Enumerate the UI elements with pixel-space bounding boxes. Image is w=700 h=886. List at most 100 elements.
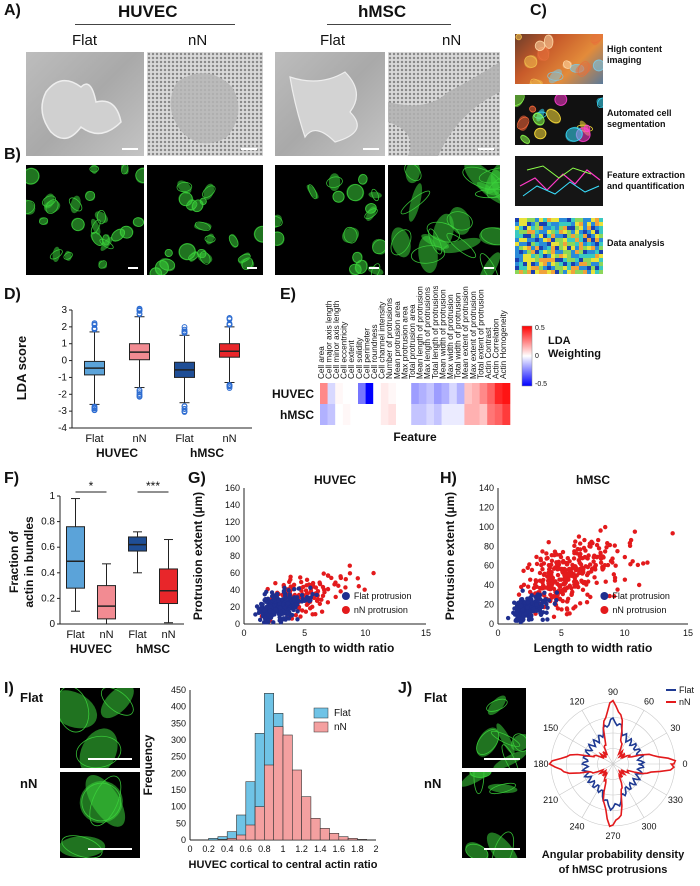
data-point [560, 549, 566, 555]
heat-cell [591, 218, 595, 222]
heat-cell [342, 383, 351, 404]
sem-image-huvec-nn [147, 52, 263, 156]
heat-cell [527, 234, 531, 238]
heat-cell [547, 262, 551, 266]
data-point [575, 567, 581, 572]
heat-cell [523, 266, 527, 270]
data-point [286, 616, 292, 621]
cell-blob [342, 227, 359, 243]
heat-cell [559, 226, 563, 230]
heat-cell [531, 222, 535, 226]
legend-label: Flat protrusion [612, 591, 670, 601]
heat-cell [559, 270, 563, 274]
heat-cell [579, 226, 583, 230]
heat-cell [547, 242, 551, 246]
cell-blob [534, 40, 546, 52]
legend-marker [600, 592, 609, 600]
data-point [304, 577, 310, 583]
feature-label: Actin Contrast [484, 327, 493, 379]
heat-cell [575, 234, 579, 238]
cell-outline [159, 258, 176, 271]
data-point [585, 564, 591, 570]
heat-cell [591, 226, 595, 230]
cell-outline [530, 78, 543, 84]
heat-cell [591, 246, 595, 250]
heat-cell [519, 270, 523, 274]
cell-blob [159, 258, 176, 272]
data-point [292, 586, 297, 592]
heat-cell [583, 270, 587, 274]
data-point [551, 614, 557, 619]
heat-cell [559, 258, 563, 262]
heat-cell [571, 230, 575, 234]
cell-blob [368, 191, 382, 199]
heat-cell [555, 250, 559, 254]
colorbar-tick-label: 0 [535, 353, 539, 360]
heat-cell [547, 246, 551, 250]
heat-cell [547, 234, 551, 238]
heat-cell [547, 238, 551, 242]
step-line: High content [607, 44, 662, 54]
data-point [546, 539, 551, 545]
heat-cell [547, 218, 551, 222]
x-tick-label: 10 [360, 628, 370, 638]
y-tick-label: -3 [58, 406, 67, 417]
feature-label: Actin Correlation [492, 318, 501, 379]
cell-outline [546, 109, 561, 124]
heat-cell [358, 404, 366, 425]
data-point [576, 534, 582, 539]
y-tick-label: 0 [61, 356, 67, 367]
box [219, 343, 240, 358]
x-axis-label: Feature [393, 430, 437, 444]
sem-image-hmsc-nn [388, 52, 500, 156]
y-axis-label: Fraction of [7, 530, 21, 593]
cell-blob [548, 69, 562, 84]
y-tick-label: 80 [230, 551, 240, 561]
heat-cell [523, 234, 527, 238]
label-i-flat: Flat [20, 690, 44, 705]
x-tick-label: 0.2 [202, 844, 215, 854]
data-point [604, 545, 609, 550]
heat-cell [531, 266, 535, 270]
data-point [564, 560, 569, 566]
heat-cell [527, 242, 531, 246]
data-point [347, 563, 352, 568]
outlier [226, 321, 233, 328]
heat-cell [583, 250, 587, 254]
heat-cell [539, 262, 543, 266]
heat-cell [575, 270, 579, 274]
heat-cell [403, 404, 412, 425]
heat-cell [579, 242, 583, 246]
heat-cell [559, 238, 563, 242]
data-point [308, 585, 313, 590]
heat-cell [543, 254, 547, 258]
heat-cell [583, 218, 587, 222]
data-point [537, 578, 543, 583]
heat-cell [543, 266, 547, 270]
x-tick-label: 1.6 [333, 844, 346, 854]
heat-cell [551, 270, 555, 274]
heat-cell [434, 404, 442, 425]
heat-cell [579, 266, 583, 270]
heat-cell [519, 242, 523, 246]
histogram-bar [217, 839, 228, 841]
data-point [278, 609, 283, 614]
heat-cell [587, 242, 591, 246]
heat-cell [575, 230, 579, 234]
cell-outline [515, 95, 525, 106]
y-axis-label: LDA score [14, 336, 29, 401]
data-point [613, 563, 618, 568]
data-point [573, 579, 579, 584]
heat-cell [563, 246, 567, 250]
heat-cell [523, 218, 527, 222]
cell-outline [102, 234, 110, 246]
heat-cell [551, 222, 555, 226]
data-point [329, 575, 334, 581]
heat-cell [449, 383, 458, 404]
heat-cell [591, 230, 595, 234]
data-point [262, 615, 268, 620]
heat-cell [527, 246, 531, 250]
heat-cell [567, 250, 571, 254]
y-tick-label: 0 [489, 619, 494, 629]
